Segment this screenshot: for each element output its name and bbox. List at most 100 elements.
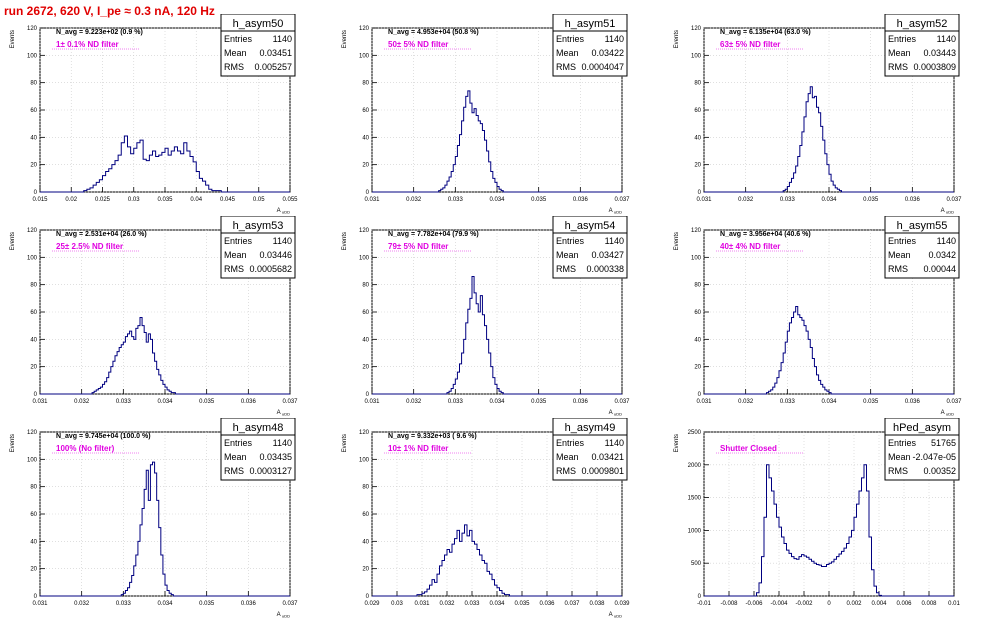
x-tick-label: 0.006 [896,601,912,607]
x-tick-label: 0.036 [573,399,589,405]
stats-box [884,216,960,279]
y-tick-label: 80 [30,81,37,87]
histogram-name: h_asym55 [897,220,948,232]
histogram-name: h_asym54 [565,220,616,232]
x-tick-label: 0 [827,601,831,607]
stats-box [220,14,296,77]
stats-value-rms: 0.0003809 [913,62,956,72]
x-tick-label: 0.015 [32,197,48,203]
x-tick-label: 0.033 [780,197,796,203]
x-tick-label: 0.035 [514,601,530,607]
x-tick-label: 0.034 [821,399,837,405]
stats-label-entries: Entries [224,438,253,448]
x-tick-label: 0.033 [464,601,480,607]
y-tick-label: 120 [27,26,38,32]
stats-label-rms: RMS [224,264,244,274]
y-tick-label: 80 [362,485,369,491]
x-tick-label: 0.036 [241,601,257,607]
stats-label-entries: Entries [556,438,585,448]
filter-annotation: 63± 5% ND filter [720,40,780,49]
histogram-line [704,464,954,597]
stats-box [884,14,960,77]
histogram-panel-h_asym48: 0.031 0.032 0.033 0.034 0.035 0.036 0.037 0 20 40… [10,418,298,619]
y-tick-label: 60 [362,108,369,114]
x-tick-label: 0.034 [489,399,505,405]
y-tick-label: 120 [27,228,38,234]
x-tick-label: 0.004 [871,601,887,607]
x-axis-label: A uDD [609,410,622,417]
stats-value-rms: 0.0005682 [249,264,292,274]
y-tick-label: 60 [30,108,37,114]
histogram-panel-h_asym54: 0.031 0.032 0.033 0.034 0.035 0.036 0.037 0 20 40… [342,216,630,417]
navg-label: N_avg = 4.953e+04 (50.8 %) [388,29,479,36]
x-tick-label: 0.038 [589,601,605,607]
y-tick-label: 20 [30,365,37,371]
histogram-panel-hPed_asym: -0.01 -0.008 -0.006 -0.004 -0.002 0 0.002 0.004… [674,418,960,607]
x-tick-label: 0.037 [614,197,630,203]
stats-box [552,418,628,481]
histogram-name: h_asym50 [233,18,284,30]
y-tick-label: 40 [362,539,369,545]
x-axis-label: A uDD [277,410,290,417]
filter-annotation: 10± 1% ND filter [388,444,448,453]
x-tick-label: 0.034 [489,197,505,203]
navg-label: N_avg = 9.745e+04 (100.0 %) [56,433,151,440]
y-axis-label: Events [674,30,680,48]
stats-label-entries: Entries [888,34,917,44]
stats-value-mean: -2.047e-05 [912,452,956,462]
x-tick-label: 0.03 [128,197,140,203]
x-tick-label: 0.035 [863,399,879,405]
y-tick-label: 0 [698,190,702,196]
x-tick-label: 0.03 [391,601,403,607]
y-tick-label: 20 [362,163,369,169]
y-tick-label: 80 [694,81,701,87]
histogram-name: h_asym48 [233,422,284,434]
stats-value-mean: 0.03435 [259,452,292,462]
x-tick-label: -0.006 [745,601,763,607]
y-tick-label: 0 [366,190,370,196]
navg-label: N_avg = 2.531e+04 (26.0 %) [56,231,147,238]
stats-label-mean: Mean [888,250,911,260]
filter-annotation: Shutter Closed [720,444,777,453]
y-tick-label: 80 [694,283,701,289]
histogram-panel-h_asym50: 0.015 0.02 0.025 0.03 0.035 0.04 0.045 0.05 0.05… [10,14,298,215]
y-tick-label: 20 [694,365,701,371]
stats-label-entries: Entries [224,236,253,246]
stats-value-entries: 1140 [937,236,956,246]
x-axis-label: A uDD [941,208,954,215]
y-tick-label: 40 [30,135,37,141]
x-tick-label: 0.02 [65,197,77,203]
stats-value-entries: 1140 [273,236,292,246]
x-tick-label: 0.031 [32,601,48,607]
stats-value-mean: 0.03443 [923,48,956,58]
y-tick-label: 40 [30,539,37,545]
y-tick-label: 20 [30,567,37,573]
stats-value-rms: 0.000338 [586,264,624,274]
y-tick-label: 100 [359,53,370,59]
y-tick-label: 40 [694,337,701,343]
filter-annotation: 79± 5% ND filter [388,242,448,251]
y-tick-label: 120 [359,26,370,32]
stats-value-entries: 1140 [273,438,292,448]
stats-value-rms: 0.00352 [923,466,956,476]
x-tick-label: 0.036 [241,399,257,405]
stats-box [220,216,296,279]
y-tick-label: 0 [34,190,38,196]
y-axis-label: Events [674,434,680,452]
x-tick-label: 0.039 [614,601,630,607]
x-tick-label: 0.037 [282,399,298,405]
x-tick-label: 0.036 [905,399,921,405]
histogram-line [704,306,954,395]
x-tick-label: 0.036 [539,601,555,607]
histogram-line [40,135,290,193]
x-tick-label: 0.033 [780,399,796,405]
y-tick-label: 80 [362,81,369,87]
histogram-name: h_asym49 [565,422,616,434]
stats-label-entries: Entries [224,34,253,44]
histogram-panel-h_asym53: 0.031 0.032 0.033 0.034 0.035 0.036 0.037 0 20 40… [10,216,298,417]
y-tick-label: 0 [698,392,702,398]
navg-label: N_avg = 7.782e+04 (79.9 %) [388,231,479,238]
y-tick-label: 120 [27,430,38,436]
x-tick-label: 0.033 [116,399,132,405]
